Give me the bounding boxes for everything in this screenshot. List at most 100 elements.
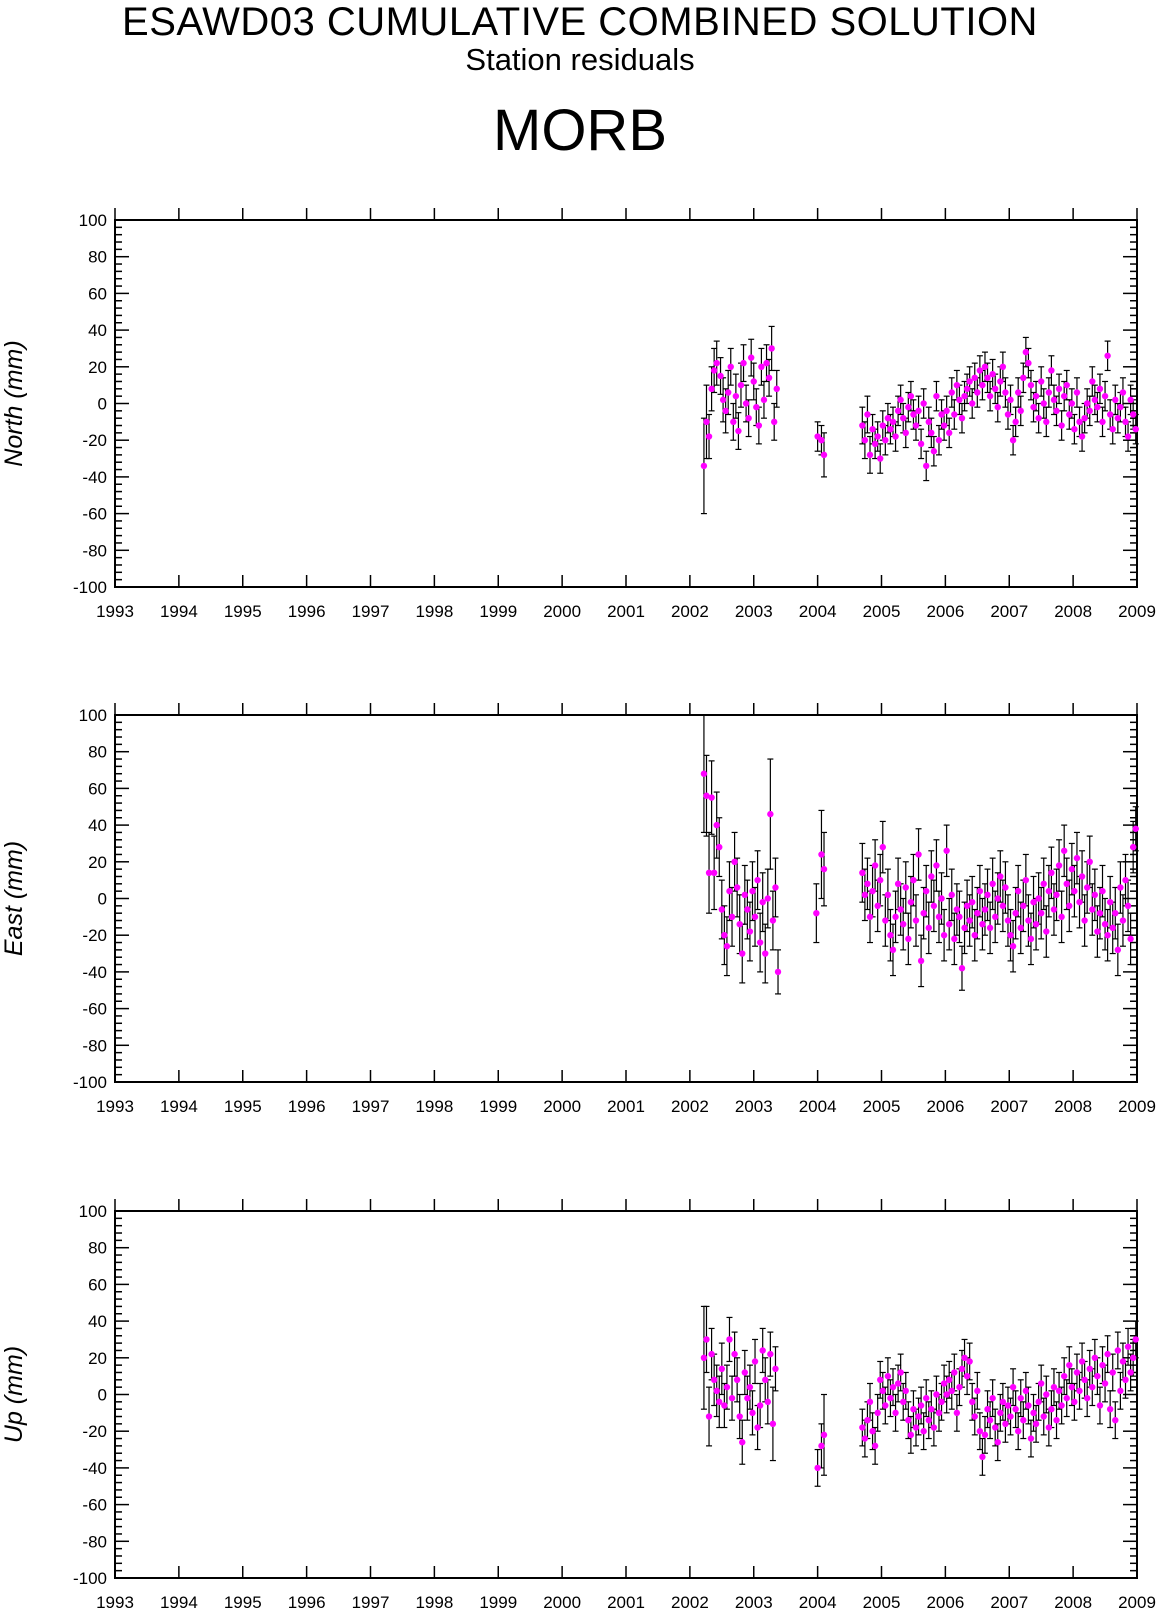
east-data-point	[820, 865, 828, 873]
north-data-point	[979, 381, 986, 389]
east-data-point	[869, 887, 876, 895]
north-data-point	[1112, 396, 1119, 404]
up-data-point	[754, 1424, 761, 1431]
east-data-point	[774, 968, 782, 976]
east-data-point	[1091, 891, 1099, 899]
up-data-point	[723, 1383, 731, 1391]
up-data-point	[864, 1416, 871, 1424]
up-ytick-label: 40	[88, 1312, 107, 1331]
up-data-point	[1094, 1372, 1101, 1380]
east-data-point	[708, 794, 715, 801]
north-data-point	[900, 414, 907, 422]
north-data-point	[877, 455, 884, 462]
east-data-point	[1094, 928, 1101, 935]
up-data-point	[1132, 1336, 1139, 1343]
east-data-point	[986, 924, 994, 932]
north-data-point	[1119, 389, 1127, 396]
north-data-point	[920, 400, 927, 407]
east-data-point	[751, 913, 759, 921]
east-data-point	[1053, 891, 1060, 899]
east-data-point	[974, 909, 981, 917]
north-ytick-label: -100	[73, 578, 107, 597]
up-data-point	[920, 1428, 927, 1435]
up-data-point	[1063, 1394, 1070, 1402]
up-data-point	[943, 1391, 950, 1398]
east-xtick-label: 2006	[926, 1097, 964, 1116]
north-data-point	[971, 374, 978, 382]
east-data-point	[1129, 843, 1137, 851]
up-data-point	[935, 1409, 943, 1417]
up-data-point	[1091, 1354, 1099, 1362]
east-data-point	[892, 913, 899, 921]
up-data-point	[874, 1409, 881, 1417]
up-ytick-label: -60	[82, 1496, 107, 1515]
east-data-point	[1055, 862, 1063, 869]
up-data-point	[1109, 1369, 1116, 1376]
up-data-point	[759, 1347, 766, 1354]
east-xtick-label: 1993	[96, 1097, 134, 1116]
east-data-point	[991, 913, 999, 921]
up-xtick-label: 2000	[543, 1593, 581, 1612]
north-data-point	[730, 418, 737, 426]
north-data-point	[1007, 396, 1014, 404]
north-data-point	[958, 414, 966, 422]
east-data-point	[889, 946, 897, 954]
north-data-point	[943, 407, 950, 415]
east-data-point	[1073, 854, 1081, 862]
north-data-point	[1081, 414, 1088, 422]
north-data-point	[956, 396, 963, 404]
east-ytick-label: 40	[88, 816, 107, 835]
north-data-point	[1068, 400, 1076, 407]
north-data-point	[864, 411, 871, 418]
up-data-point	[741, 1369, 749, 1376]
north-data-point	[1086, 407, 1093, 415]
east-ytick-label: 20	[88, 853, 107, 872]
up-xtick-label: 2003	[735, 1593, 773, 1612]
north-data-point	[963, 385, 971, 393]
north-data-point	[765, 374, 773, 382]
north-data-point	[923, 462, 930, 470]
east-data-point	[1060, 847, 1068, 854]
up-data-point	[1030, 1409, 1037, 1417]
east-data-point	[741, 891, 749, 899]
north-data-point	[953, 381, 961, 389]
up-xtick-label: 2001	[607, 1593, 645, 1612]
north-data-point	[760, 396, 768, 404]
up-data-point	[887, 1394, 894, 1402]
up-xtick-label: 2009	[1118, 1593, 1156, 1612]
up-data-point	[989, 1394, 996, 1402]
east-data-point	[1106, 898, 1114, 906]
north-ytick-label: -80	[82, 541, 107, 560]
east-data-point	[1066, 902, 1073, 910]
east-data-point	[897, 906, 904, 913]
up-data-point	[912, 1424, 920, 1431]
up-data-point	[981, 1431, 989, 1439]
north-data-point	[989, 370, 996, 378]
north-data-point	[1091, 396, 1099, 404]
up-data-point	[718, 1365, 726, 1373]
north-data-point	[1037, 378, 1045, 385]
up-data-point	[907, 1431, 915, 1439]
north-data-point	[713, 359, 720, 367]
north-data-point	[1114, 414, 1122, 422]
east-data-point	[900, 920, 907, 928]
up-data-point	[1022, 1387, 1030, 1395]
north-data-point	[725, 389, 732, 396]
up-data-point	[1002, 1420, 1009, 1428]
north-xtick-label: 2003	[735, 602, 773, 621]
up-data-point	[1101, 1380, 1109, 1387]
east-data-point	[1027, 935, 1035, 943]
up-data-point	[814, 1464, 821, 1472]
north-data-point	[1014, 389, 1022, 396]
east-data-point	[1017, 924, 1024, 932]
north-data-point	[946, 429, 953, 437]
east-data-point	[1037, 909, 1045, 917]
north-data-point	[966, 378, 973, 385]
east-data-point	[1035, 895, 1042, 902]
up-xtick-label: 1995	[224, 1593, 262, 1612]
north-data-point	[727, 363, 734, 370]
up-data-point	[986, 1416, 994, 1424]
up-data-point	[940, 1380, 948, 1387]
east-data-point	[1025, 917, 1032, 924]
north-data-point	[1055, 385, 1063, 393]
